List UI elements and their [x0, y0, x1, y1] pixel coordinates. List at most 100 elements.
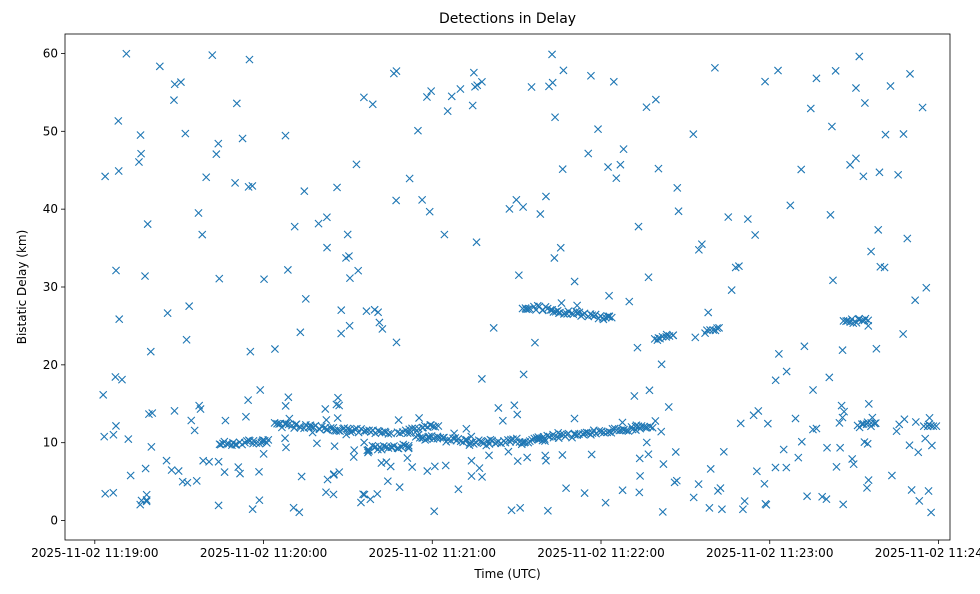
detection-point [899, 330, 908, 338]
detection-point [408, 424, 417, 433]
detection-point [837, 401, 846, 410]
detection-point [786, 201, 795, 210]
detection-point [471, 82, 479, 91]
detection-point [859, 172, 868, 181]
detection-point [118, 375, 126, 384]
detection-point [450, 429, 459, 438]
detection-point [859, 419, 868, 428]
detection-point [880, 263, 889, 272]
detection-point [887, 471, 896, 480]
detection-point [587, 450, 596, 459]
detection-point [176, 78, 185, 87]
detection-point [543, 506, 552, 515]
detection-point [155, 62, 164, 71]
detection-point [403, 454, 412, 463]
detection-point [505, 204, 514, 213]
detection-point [198, 230, 207, 239]
detection-point [636, 471, 645, 480]
detection-point [752, 467, 761, 476]
detection-point [591, 310, 600, 319]
y-tick-label: 0 [50, 514, 58, 528]
detection-point [100, 432, 109, 441]
detection-point [122, 49, 131, 58]
x-axis-ticks: 2025-11-02 11:19:00 2025-11-02 11:20:00 20… [31, 540, 980, 560]
detection-point [477, 374, 486, 383]
detection-point [236, 469, 245, 478]
detection-point [774, 349, 783, 358]
detection-point [447, 92, 456, 101]
detection-point [222, 440, 231, 449]
detection-point [771, 463, 780, 472]
detection-point [560, 309, 569, 318]
detection-point [273, 419, 282, 428]
x-axis-label: Time (UTC) [473, 567, 540, 581]
detection-point [605, 312, 614, 321]
detection-point [366, 495, 375, 504]
detection-point [109, 488, 118, 497]
detection-point [323, 243, 332, 252]
detection-point [498, 416, 507, 425]
detection-point [462, 424, 471, 433]
detection-point [142, 497, 151, 506]
detection-point [558, 165, 567, 174]
detection-point [673, 183, 682, 192]
detection-point [771, 376, 780, 385]
detection-point [296, 328, 305, 337]
detection-point [895, 420, 904, 429]
detection-point [350, 446, 359, 455]
detection-point [886, 82, 895, 91]
detection-point [800, 342, 809, 351]
detection-point [377, 445, 386, 454]
detection-point [867, 247, 876, 256]
detection-point [373, 489, 382, 498]
detection-point [510, 401, 519, 410]
detection-point [259, 449, 268, 458]
detection-point [572, 309, 581, 318]
detection-point [544, 82, 553, 91]
detection-point [281, 434, 290, 443]
detection-point [540, 435, 549, 444]
detection-point [284, 393, 293, 402]
detection-point [634, 222, 643, 231]
detection-point [326, 424, 335, 433]
detection-point [797, 165, 806, 174]
detection-point [451, 433, 460, 442]
detection-point [862, 420, 871, 429]
detection-point [147, 442, 156, 451]
y-tick-label: 50 [43, 124, 58, 138]
detection-point [642, 103, 651, 112]
detection-point [932, 422, 941, 431]
detection-point [828, 276, 837, 285]
detection-point [392, 338, 401, 347]
detection-point [429, 434, 438, 443]
detection-point [434, 422, 443, 431]
detection-point [465, 441, 474, 450]
detection-point [832, 462, 841, 471]
detection-point [141, 272, 150, 281]
detection-point [702, 326, 711, 335]
detection-point [360, 490, 369, 499]
detection-point [651, 95, 660, 104]
detection-point [333, 414, 342, 423]
detection-point [477, 77, 486, 86]
detection-point [456, 437, 465, 446]
detection-point [848, 454, 857, 463]
detection-point [415, 433, 424, 442]
detection-point [231, 440, 240, 449]
detection-point [101, 489, 110, 498]
detection-point [301, 294, 310, 303]
detection-point [760, 479, 769, 488]
detection-point [849, 319, 858, 328]
detection-point [541, 451, 550, 460]
detection-point [333, 183, 342, 192]
detection-point [368, 100, 377, 109]
detection-point [524, 305, 533, 314]
detection-point [866, 422, 875, 431]
detection-point [378, 428, 387, 437]
x-tick-label: 2025-11-02 11:24:00 [875, 546, 980, 560]
detection-point [635, 454, 644, 463]
detection-point [308, 428, 317, 437]
detection-point [183, 478, 192, 487]
detection-point [162, 456, 171, 465]
detection-point [731, 263, 740, 272]
